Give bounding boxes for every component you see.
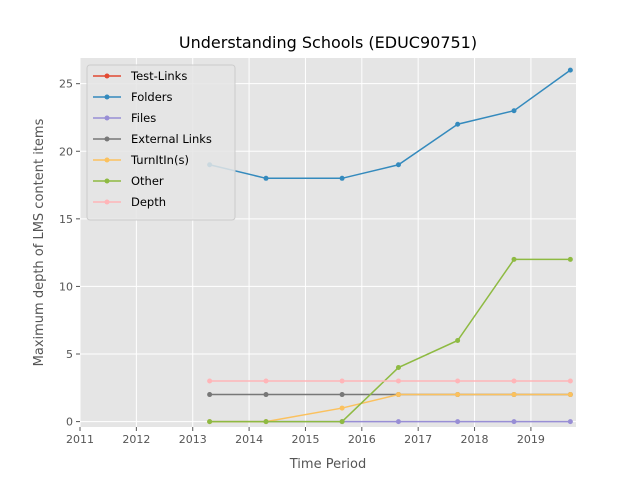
legend-marker bbox=[104, 115, 110, 121]
data-point bbox=[511, 378, 517, 384]
legend-label: Files bbox=[131, 111, 156, 125]
x-tick-label: 2013 bbox=[179, 433, 207, 446]
data-point bbox=[263, 392, 269, 398]
legend-label: Folders bbox=[131, 90, 173, 104]
x-tick-label: 2017 bbox=[404, 433, 432, 446]
legend-item: Depth bbox=[93, 195, 166, 209]
legend-label: External Links bbox=[131, 132, 212, 146]
x-tick-label: 2016 bbox=[348, 433, 376, 446]
legend-label: TurnItIn(s) bbox=[130, 153, 189, 167]
legend-item: Folders bbox=[93, 90, 173, 104]
data-point bbox=[395, 365, 401, 371]
data-point bbox=[207, 378, 213, 384]
data-point bbox=[455, 121, 461, 127]
series-layer bbox=[207, 67, 573, 425]
ticks: 2011 2012 2013 2014 2015 2016 2017 2018 20190510… bbox=[59, 78, 545, 446]
y-tick-label: 5 bbox=[66, 348, 73, 361]
data-point bbox=[455, 378, 461, 384]
data-point bbox=[263, 378, 269, 384]
x-tick-label: 2018 bbox=[461, 433, 489, 446]
legend: Test-Links Folders Files External Links Turn… bbox=[86, 64, 236, 221]
data-point bbox=[263, 175, 269, 181]
data-point bbox=[339, 378, 345, 384]
legend-label: Test-Links bbox=[130, 69, 187, 83]
data-point bbox=[455, 337, 461, 343]
legend-item: Test-Links bbox=[93, 69, 187, 83]
data-point bbox=[511, 256, 517, 262]
data-point bbox=[207, 419, 213, 425]
legend-marker bbox=[104, 73, 110, 79]
series-depth bbox=[207, 378, 573, 384]
data-point bbox=[455, 392, 461, 398]
data-point bbox=[395, 378, 401, 384]
data-point bbox=[339, 392, 345, 398]
data-point bbox=[567, 419, 573, 425]
y-axis-label: Maximum depth of LMS content items bbox=[32, 118, 47, 366]
legend-item: External Links bbox=[93, 132, 212, 146]
legend-item: Files bbox=[93, 111, 156, 125]
legend-label: Depth bbox=[131, 195, 166, 209]
x-tick-label: 2014 bbox=[235, 433, 263, 446]
y-tick-label: 0 bbox=[66, 416, 73, 429]
data-point bbox=[511, 392, 517, 398]
data-point bbox=[395, 392, 401, 398]
data-point bbox=[339, 419, 345, 425]
series-folders bbox=[207, 67, 573, 181]
data-point bbox=[567, 67, 573, 73]
legend-marker bbox=[104, 157, 110, 163]
x-tick-label: 2011 bbox=[66, 433, 94, 446]
data-point bbox=[207, 392, 213, 398]
legend-box bbox=[86, 64, 236, 221]
data-point bbox=[511, 419, 517, 425]
data-point bbox=[567, 256, 573, 262]
legend-marker bbox=[104, 94, 110, 100]
legend-item: TurnItIn(s) bbox=[93, 153, 189, 167]
data-point bbox=[339, 175, 345, 181]
data-point bbox=[339, 405, 345, 411]
legend-item: Other bbox=[93, 174, 164, 188]
series-other bbox=[207, 256, 573, 425]
data-point bbox=[263, 419, 269, 425]
y-tick-label: 25 bbox=[59, 78, 73, 91]
legend-marker bbox=[104, 178, 110, 184]
data-point bbox=[455, 419, 461, 425]
data-point bbox=[395, 419, 401, 425]
data-point bbox=[395, 162, 401, 168]
data-point bbox=[567, 392, 573, 398]
chart-title: Understanding Schools (EDUC90751) bbox=[179, 33, 477, 52]
legend-marker bbox=[104, 136, 110, 142]
y-tick-label: 20 bbox=[59, 145, 73, 158]
legend-marker bbox=[104, 199, 110, 205]
x-axis-label: Time Period bbox=[289, 457, 366, 472]
y-tick-label: 15 bbox=[59, 213, 73, 226]
x-tick-label: 2015 bbox=[291, 433, 319, 446]
x-tick-label: 2019 bbox=[517, 433, 545, 446]
legend-label: Other bbox=[131, 174, 164, 188]
data-point bbox=[511, 108, 517, 114]
data-point bbox=[567, 378, 573, 384]
y-tick-label: 10 bbox=[59, 280, 73, 293]
x-tick-label: 2012 bbox=[122, 433, 150, 446]
